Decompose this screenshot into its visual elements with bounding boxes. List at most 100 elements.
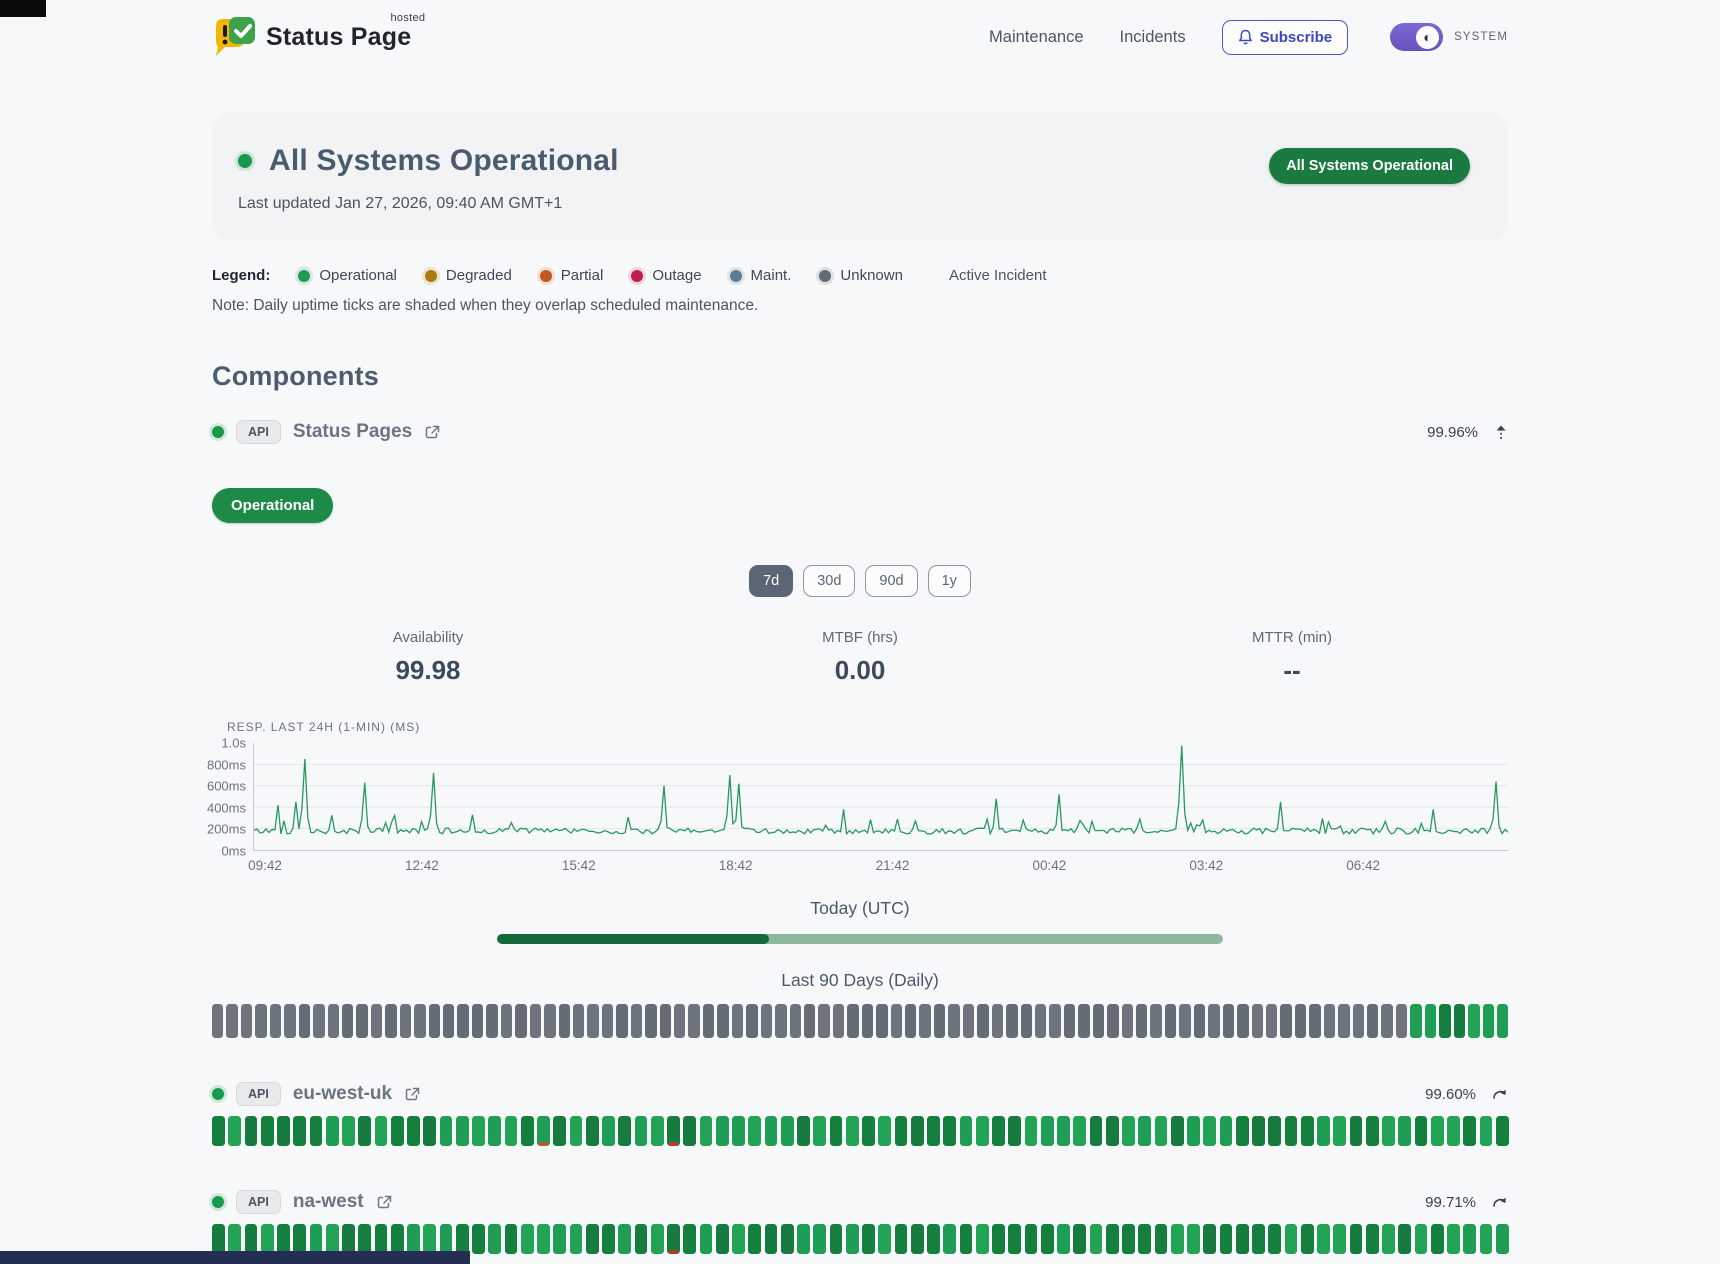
uptime-tick[interactable]	[544, 1004, 556, 1038]
uptime-tick[interactable]	[1092, 1004, 1105, 1038]
uptime-tick[interactable]	[1219, 1224, 1233, 1254]
uptime-tick[interactable]	[1122, 1224, 1135, 1254]
uptime-tick[interactable]	[298, 1004, 311, 1038]
uptime-tick[interactable]	[1381, 1004, 1393, 1038]
collapse-arrow-icon[interactable]	[1494, 424, 1508, 441]
uptime-tick[interactable]	[1349, 1224, 1363, 1254]
uptime-tick[interactable]	[504, 1116, 518, 1146]
uptime-tick[interactable]	[1136, 1004, 1148, 1038]
uptime-tick[interactable]	[919, 1004, 931, 1038]
uptime-tick[interactable]	[832, 1004, 845, 1038]
uptime-tick[interactable]	[943, 1224, 956, 1254]
uptime-tick[interactable]	[674, 1004, 686, 1038]
uptime-tick[interactable]	[602, 1116, 615, 1146]
uptime-tick[interactable]	[845, 1224, 859, 1254]
uptime-tick[interactable]	[1164, 1004, 1177, 1038]
uptime-tick[interactable]	[374, 1224, 388, 1254]
uptime-tick[interactable]	[374, 1116, 388, 1146]
expand-arrow-icon[interactable]	[1492, 1087, 1508, 1101]
uptime-tick[interactable]	[553, 1116, 566, 1146]
uptime-tick[interactable]	[618, 1224, 631, 1254]
uptime-tick[interactable]	[1203, 1116, 1216, 1146]
uptime-tick[interactable]	[414, 1004, 426, 1038]
uptime-tick[interactable]	[1294, 1004, 1307, 1038]
uptime-tick[interactable]	[1008, 1116, 1021, 1146]
uptime-tick[interactable]	[1382, 1224, 1395, 1254]
uptime-tick[interactable]	[1187, 1224, 1200, 1254]
uptime-tick[interactable]	[764, 1116, 778, 1146]
subscribe-button[interactable]: Subscribe	[1221, 19, 1349, 55]
uptime-tick[interactable]	[293, 1116, 306, 1146]
uptime-tick[interactable]	[1268, 1224, 1281, 1254]
uptime-tick[interactable]	[293, 1224, 306, 1254]
uptime-tick[interactable]	[585, 1224, 599, 1254]
uptime-tick[interactable]	[797, 1116, 810, 1146]
uptime-tick[interactable]	[423, 1224, 436, 1254]
uptime-tick[interactable]	[1089, 1116, 1103, 1146]
uptime-tick[interactable]	[876, 1004, 888, 1038]
uptime-tick[interactable]	[1479, 1116, 1493, 1146]
uptime-tick[interactable]	[472, 1224, 485, 1254]
uptime-tick[interactable]	[1447, 1116, 1460, 1146]
uptime-tick[interactable]	[488, 1116, 501, 1146]
uptime-tick[interactable]	[813, 1116, 826, 1146]
uptime-tick[interactable]	[569, 1116, 583, 1146]
uptime-tick[interactable]	[228, 1224, 241, 1254]
uptime-tick[interactable]	[764, 1224, 778, 1254]
uptime-tick[interactable]	[977, 1004, 989, 1038]
uptime-tick[interactable]	[1203, 1224, 1216, 1254]
uptime-tick[interactable]	[370, 1004, 383, 1038]
uptime-tick[interactable]	[537, 1116, 550, 1146]
uptime-tick[interactable]	[342, 1224, 355, 1254]
uptime-tick[interactable]	[1414, 1224, 1428, 1254]
uptime-tick[interactable]	[829, 1224, 843, 1254]
uptime-tick[interactable]	[1430, 1116, 1444, 1146]
uptime-tick[interactable]	[943, 1116, 956, 1146]
brand-logo[interactable]: Status Page hosted	[212, 12, 425, 59]
uptime-tick[interactable]	[1496, 1004, 1509, 1038]
uptime-tick[interactable]	[520, 1116, 534, 1146]
uptime-tick[interactable]	[520, 1224, 534, 1254]
uptime-tick[interactable]	[1468, 1004, 1480, 1038]
uptime-tick[interactable]	[1073, 1116, 1086, 1146]
uptime-tick[interactable]	[878, 1224, 891, 1254]
uptime-tick[interactable]	[472, 1116, 485, 1146]
component-header[interactable]: API eu-west-uk 99.60%	[212, 1082, 1508, 1106]
uptime-tick[interactable]	[650, 1116, 664, 1146]
uptime-tick[interactable]	[390, 1116, 404, 1146]
uptime-tick[interactable]	[1284, 1116, 1298, 1146]
uptime-tick[interactable]	[962, 1004, 975, 1038]
uptime-tick[interactable]	[699, 1224, 713, 1254]
uptime-tick[interactable]	[1105, 1116, 1119, 1146]
uptime-tick[interactable]	[439, 1224, 453, 1254]
uptime-tick[interactable]	[1235, 1224, 1249, 1254]
uptime-tick[interactable]	[529, 1004, 542, 1038]
uptime-tick[interactable]	[1280, 1004, 1292, 1038]
uptime-tick[interactable]	[277, 1224, 290, 1254]
uptime-tick[interactable]	[748, 1224, 761, 1254]
uptime-tick[interactable]	[327, 1004, 339, 1038]
uptime-tick[interactable]	[407, 1116, 420, 1146]
uptime-tick[interactable]	[1265, 1004, 1278, 1038]
uptime-tick[interactable]	[1365, 1116, 1379, 1146]
uptime-tick[interactable]	[1317, 1116, 1330, 1146]
theme-toggle[interactable]: ◐	[1390, 23, 1444, 51]
uptime-tick[interactable]	[1121, 1004, 1133, 1038]
uptime-tick[interactable]	[748, 1116, 761, 1146]
uptime-tick[interactable]	[572, 1004, 585, 1038]
uptime-tick[interactable]	[260, 1224, 274, 1254]
uptime-tick[interactable]	[212, 1116, 225, 1146]
uptime-tick[interactable]	[1222, 1004, 1235, 1038]
uptime-tick[interactable]	[715, 1224, 729, 1254]
uptime-tick[interactable]	[731, 1004, 744, 1038]
uptime-tick[interactable]	[1219, 1116, 1233, 1146]
expand-arrow-icon[interactable]	[1492, 1195, 1508, 1209]
uptime-tick[interactable]	[1410, 1004, 1422, 1038]
uptime-tick[interactable]	[1424, 1004, 1437, 1038]
uptime-tick[interactable]	[933, 1004, 946, 1038]
uptime-tick[interactable]	[910, 1224, 924, 1254]
uptime-tick[interactable]	[1453, 1004, 1466, 1038]
uptime-tick[interactable]	[732, 1224, 745, 1254]
range-button-7d[interactable]: 7d	[749, 565, 794, 597]
uptime-tick[interactable]	[1237, 1004, 1249, 1038]
